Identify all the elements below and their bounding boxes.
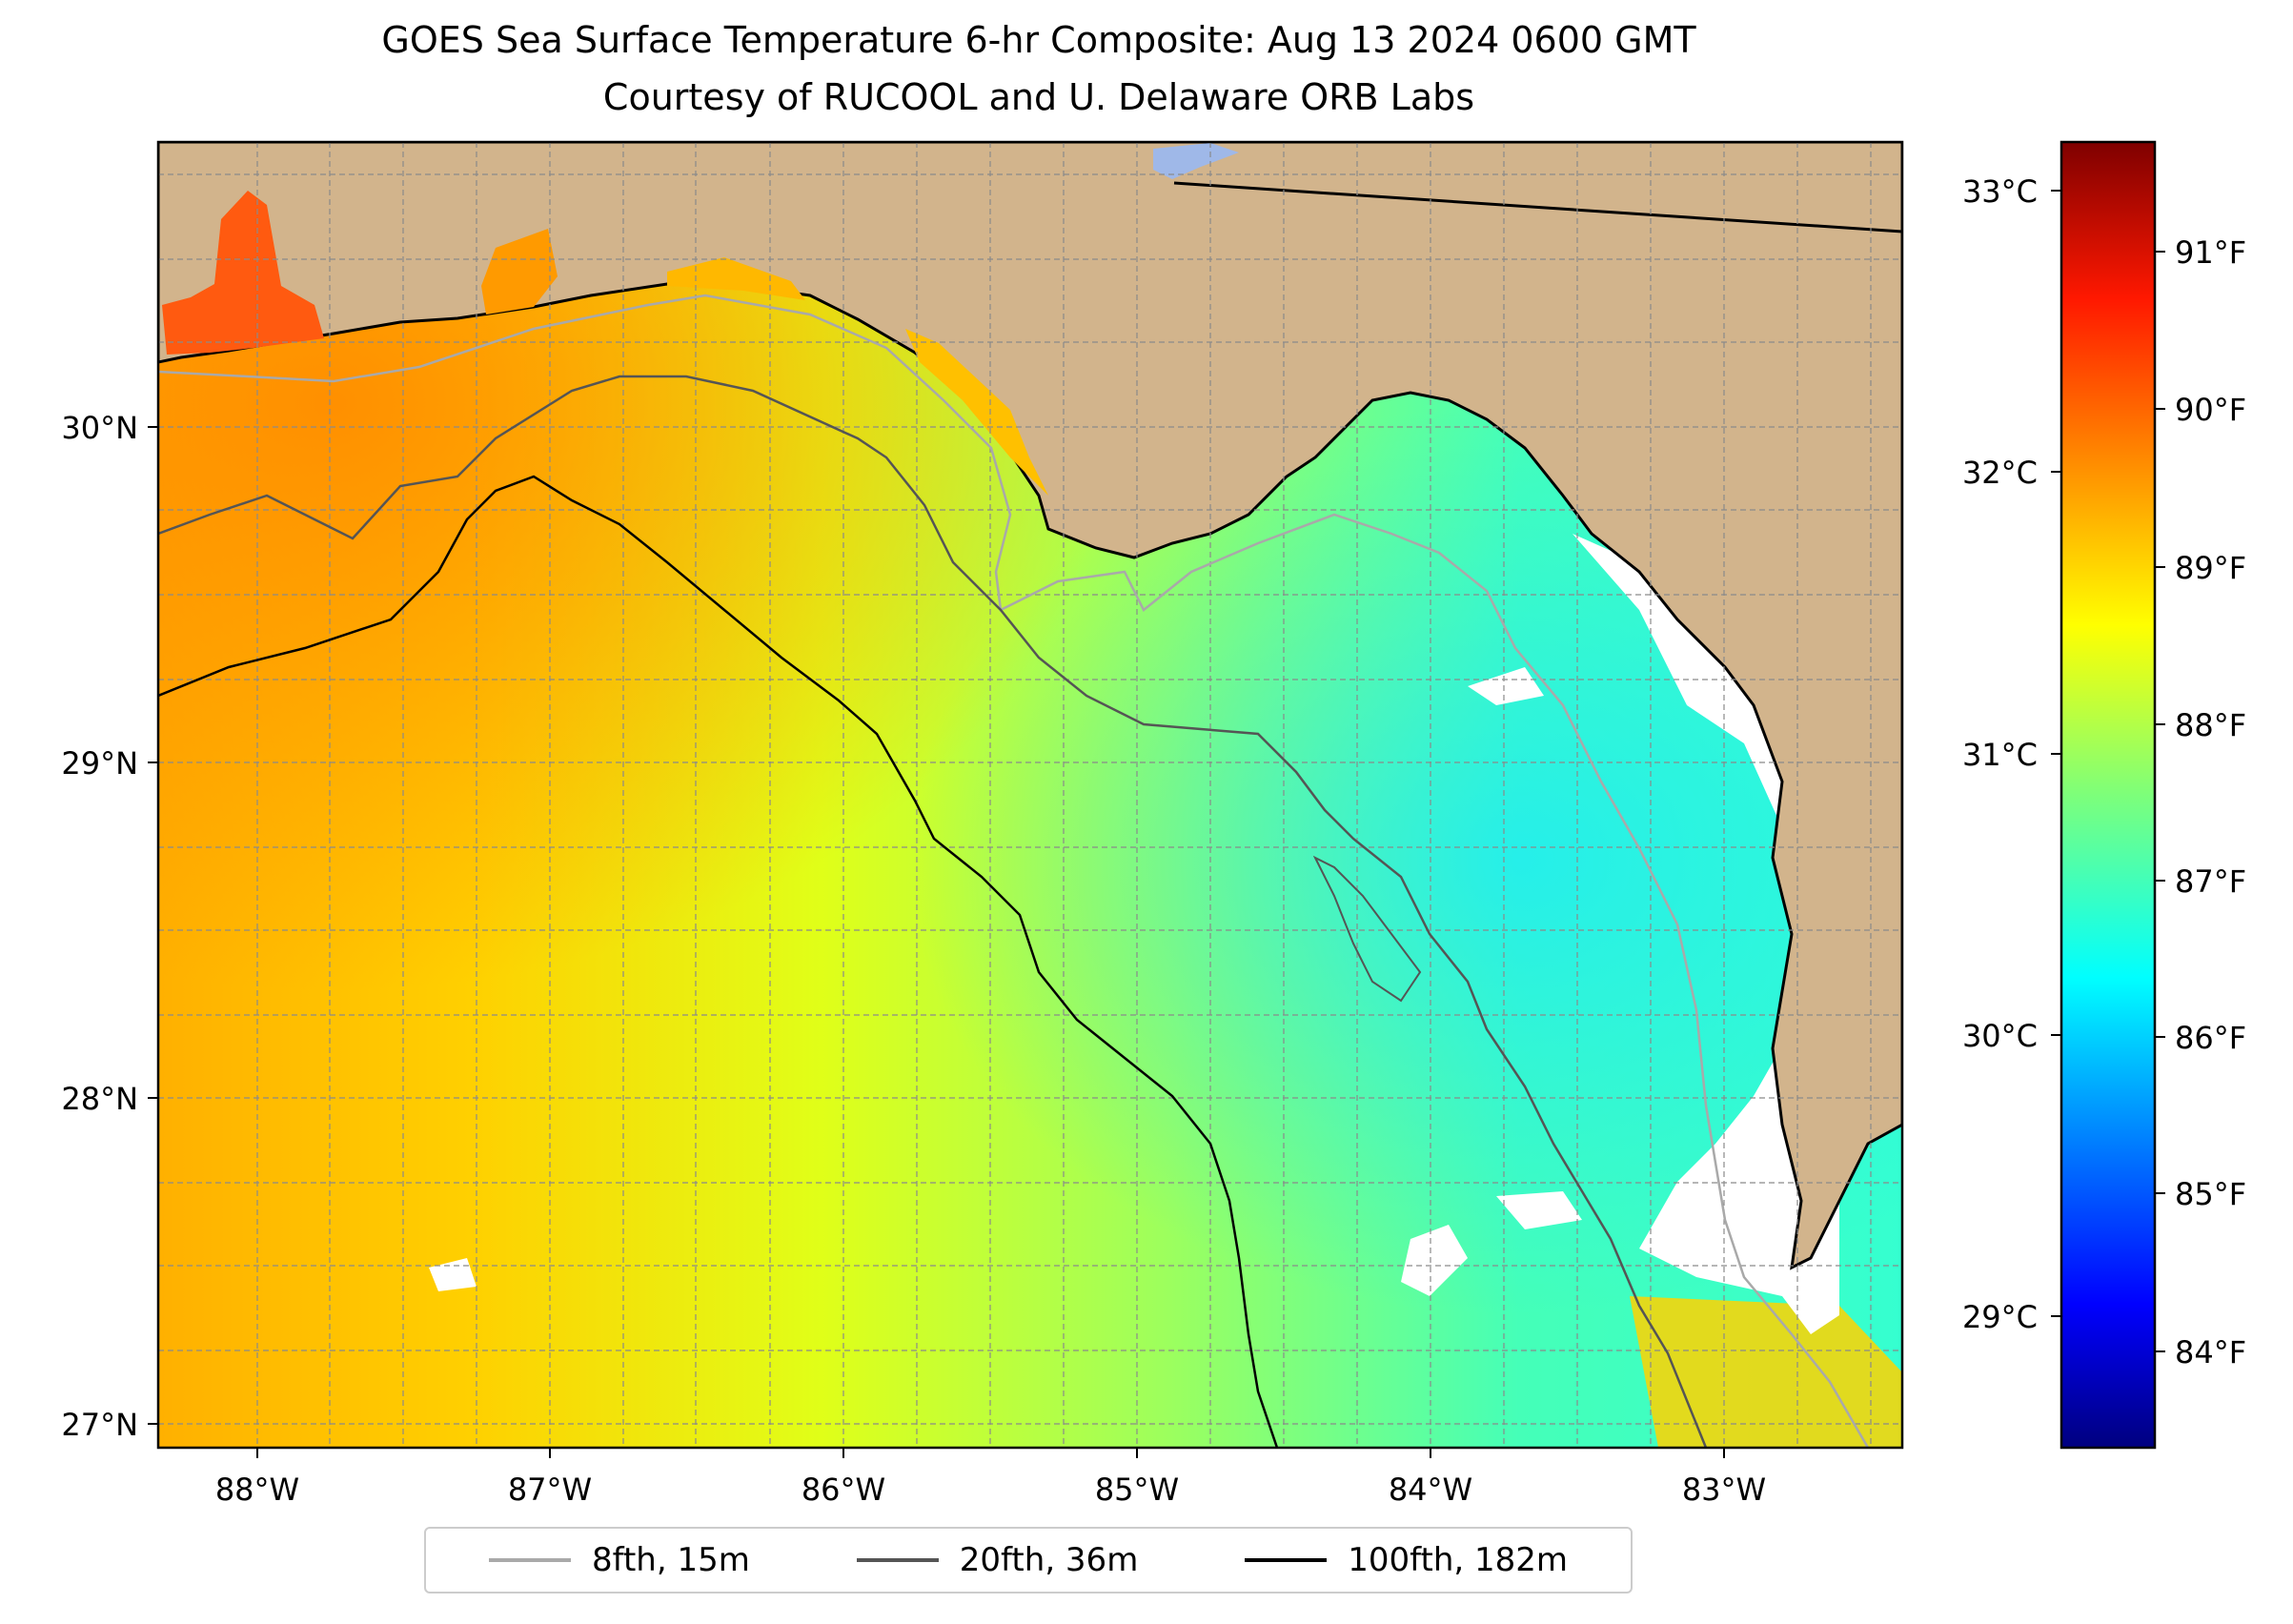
- colorbar: [2060, 140, 2157, 1450]
- legend-item-20fth: 20fth, 36m: [856, 1541, 1139, 1579]
- celsius-tick-label: 30°C: [1962, 1018, 2038, 1054]
- lon-tick-marks: [256, 1448, 1725, 1458]
- lon-tick-label: 86°W: [802, 1472, 885, 1508]
- celsius-tick-label: 33°C: [1962, 173, 2038, 210]
- lat-tick-label: 28°N: [61, 1081, 138, 1117]
- legend-item-8fth: 8fth, 15m: [488, 1541, 750, 1579]
- celsius-tick-label: 29°C: [1962, 1299, 2038, 1335]
- contour-182m: [158, 475, 1279, 1448]
- legend-item-100fth: 100fth, 182m: [1245, 1541, 1568, 1579]
- no-data-area: [1468, 667, 1544, 705]
- contour-36m: [158, 375, 1708, 1448]
- land-mass: [158, 142, 1902, 1270]
- no-data-area: [1401, 1225, 1468, 1296]
- fahrenheit-tick-label: 91°F: [2175, 234, 2246, 271]
- legend-label: 100fth, 182m: [1348, 1541, 1569, 1579]
- contour-legend: 8fth, 15m 20fth, 36m 100fth, 182m: [424, 1527, 1633, 1594]
- lat-lon-grid: [158, 142, 1902, 1448]
- fahrenheit-tick-marks: [2155, 251, 2165, 1352]
- lon-tick-label: 88°W: [215, 1472, 299, 1508]
- map-title: GOES Sea Surface Temperature 6-hr Compos…: [381, 19, 1696, 61]
- celsius-tick-label: 31°C: [1962, 737, 2038, 773]
- celsius-tick-label: 32°C: [1962, 455, 2038, 491]
- warm-bay: [905, 329, 1048, 496]
- map-frame: [156, 140, 1904, 1450]
- fahrenheit-tick-label: 86°F: [2175, 1020, 2246, 1056]
- legend-label: 20fth, 36m: [959, 1541, 1139, 1579]
- warm-bay: [162, 191, 324, 355]
- lat-tick-label: 29°N: [61, 745, 138, 782]
- lat-tick-marks: [148, 426, 158, 1425]
- lon-tick-label: 85°W: [1095, 1472, 1179, 1508]
- warm-water-patch-se: [1630, 1296, 1902, 1448]
- no-data-area: [1496, 1191, 1582, 1229]
- lon-tick-label: 87°W: [508, 1472, 592, 1508]
- legend-line-icon: [488, 1558, 571, 1562]
- warm-bay: [667, 257, 805, 300]
- celsius-tick-marks: [2051, 190, 2061, 1317]
- lake: [1153, 143, 1239, 179]
- lat-tick-label: 30°N: [61, 410, 138, 446]
- legend-line-icon: [1245, 1558, 1328, 1562]
- lon-tick-label: 84°W: [1389, 1472, 1472, 1508]
- fahrenheit-tick-label: 89°F: [2175, 550, 2246, 586]
- no-data-area: [429, 1258, 477, 1291]
- map-subtitle: Courtesy of RUCOOL and U. Delaware ORB L…: [602, 76, 1475, 118]
- map-area[interactable]: [158, 142, 1902, 1448]
- fahrenheit-tick-label: 87°F: [2175, 863, 2246, 900]
- contour-15m: [158, 294, 1870, 1448]
- lat-tick-label: 27°N: [61, 1407, 138, 1443]
- legend-line-icon: [856, 1558, 939, 1562]
- contour-36m-islands: [1312, 855, 1422, 1003]
- state-border: [1173, 181, 1902, 233]
- warm-bay: [481, 229, 558, 315]
- fahrenheit-tick-label: 88°F: [2175, 707, 2246, 743]
- legend-label: 8fth, 15m: [591, 1541, 750, 1579]
- fahrenheit-tick-label: 90°F: [2175, 392, 2246, 428]
- fahrenheit-tick-label: 84°F: [2175, 1334, 2246, 1370]
- lon-tick-label: 83°W: [1682, 1472, 1766, 1508]
- fahrenheit-tick-label: 85°F: [2175, 1176, 2246, 1212]
